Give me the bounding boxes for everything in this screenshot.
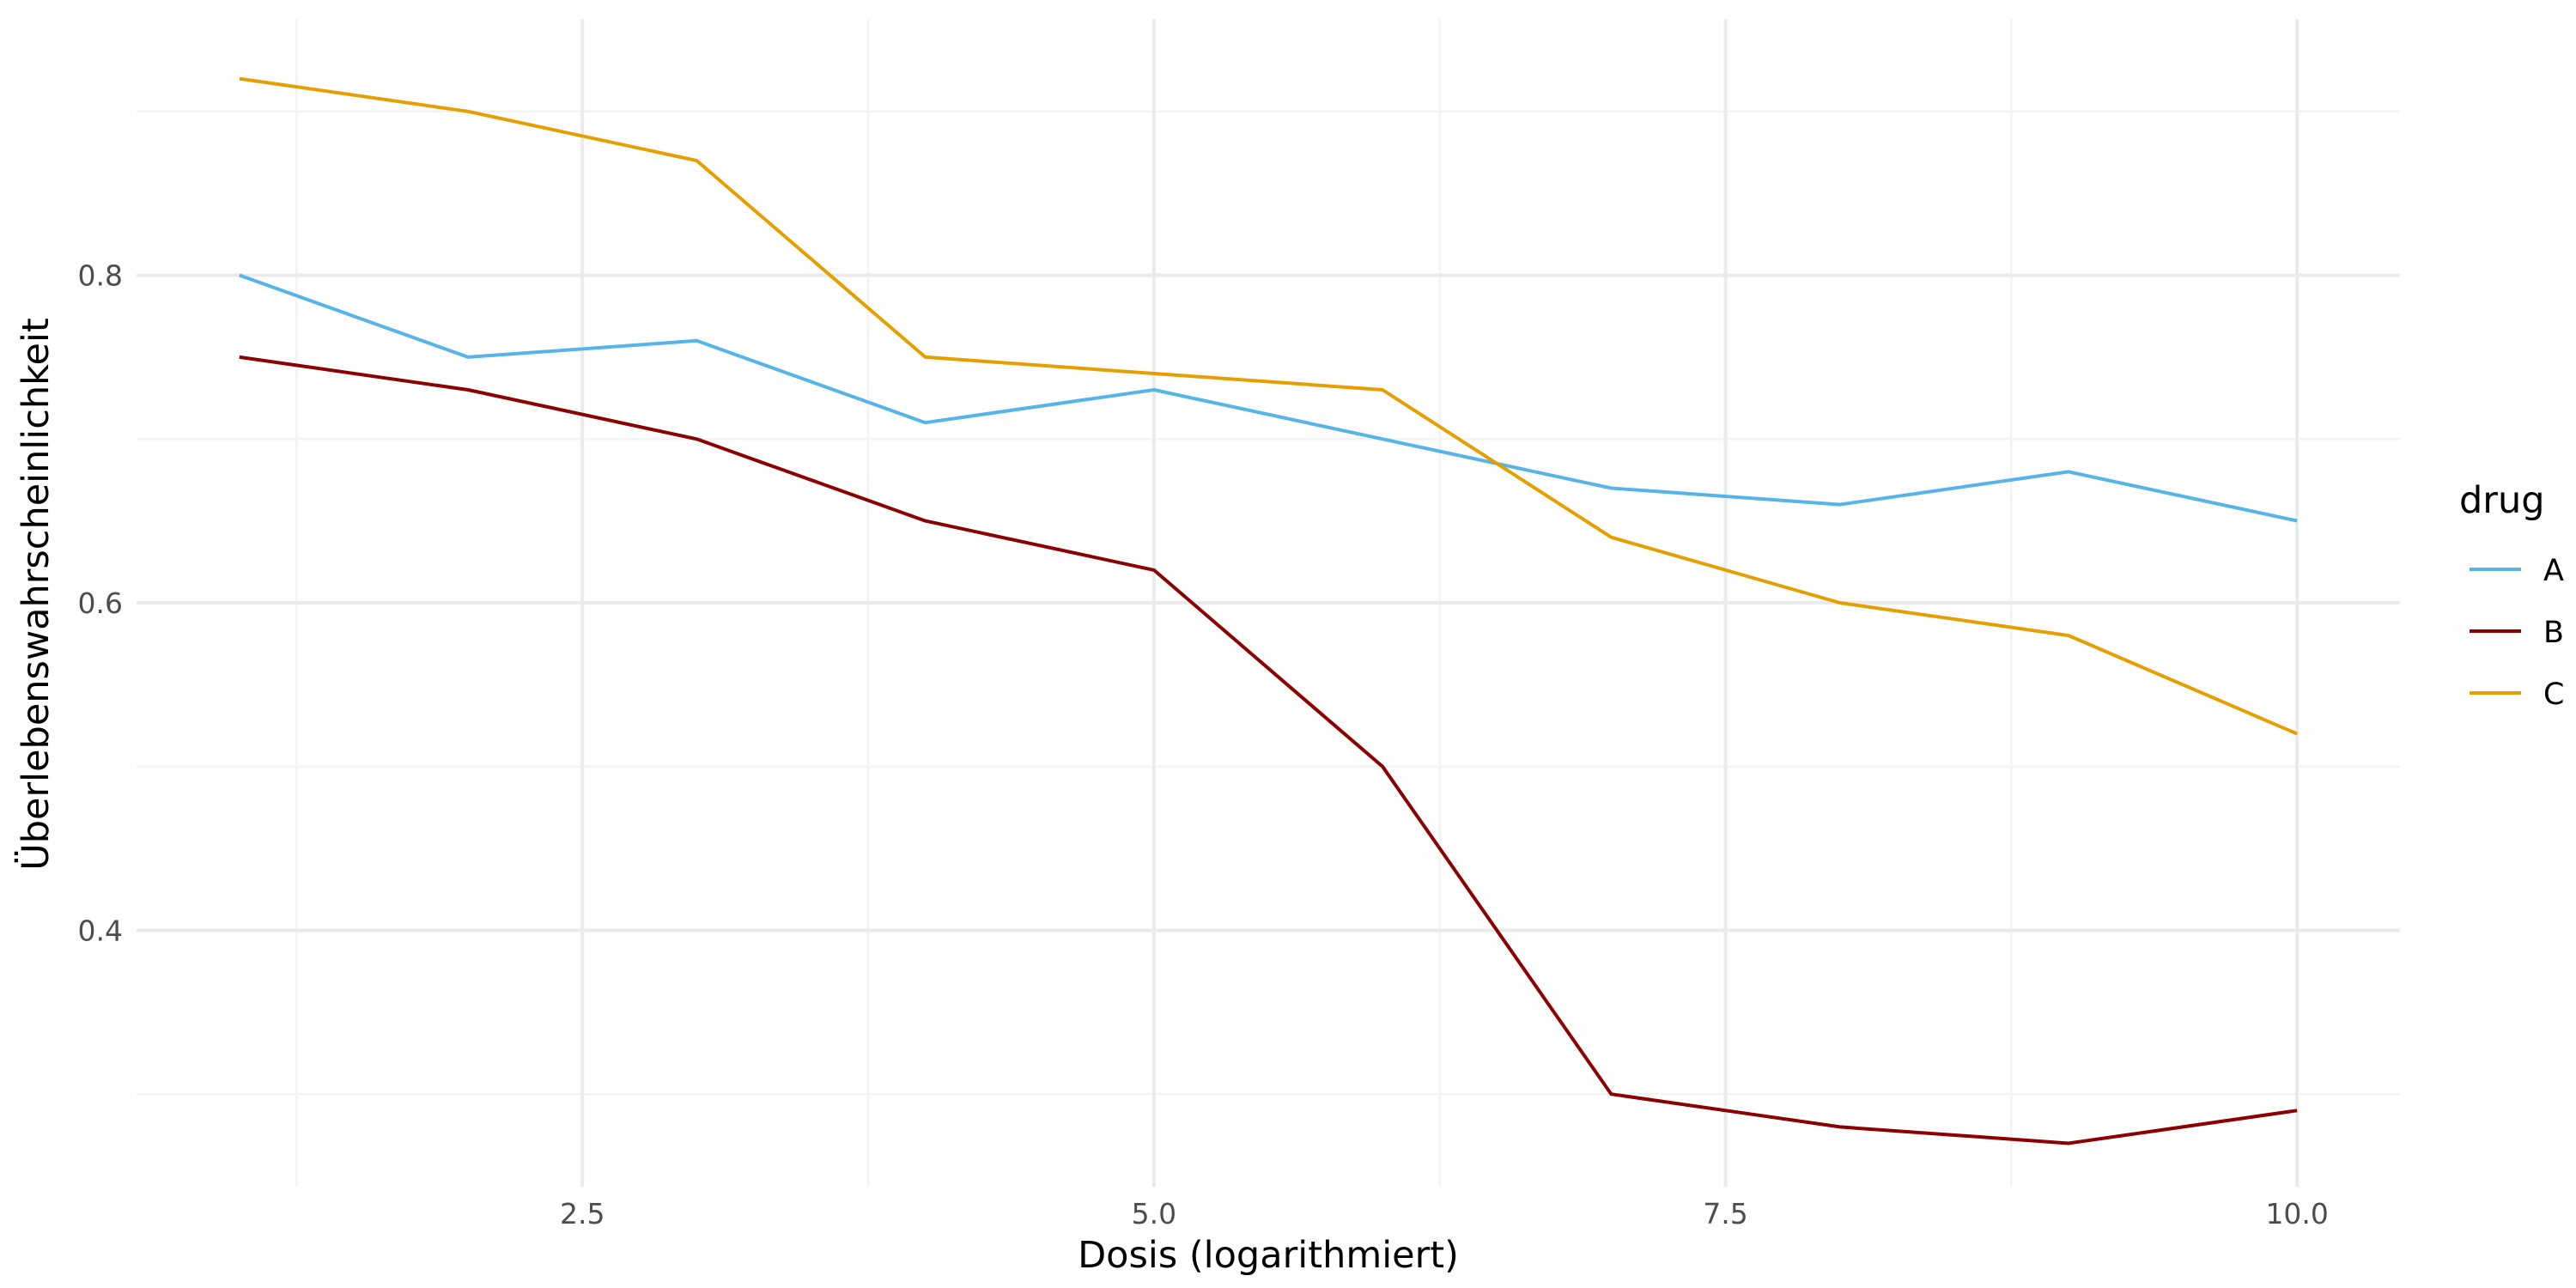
y-axis-tick-labels: 0.4 0.6 0.8 [78, 259, 123, 948]
legend-items: ABC [2470, 554, 2564, 712]
legend-item-a: A [2470, 554, 2564, 588]
series-line-c [239, 76, 2298, 736]
y-tick-label: 0.8 [78, 259, 123, 293]
y-axis-title: Überlebenswahrscheinlichkeit [14, 318, 58, 871]
legend: drug ABC [2459, 479, 2564, 712]
legend-item-c: C [2470, 677, 2564, 712]
legend-item-b: B [2470, 616, 2564, 650]
legend-label-c: C [2543, 677, 2564, 712]
minor-gridlines [137, 19, 2400, 1187]
x-tick-label: 2.5 [560, 1197, 605, 1230]
y-tick-label: 0.6 [78, 586, 123, 620]
y-tick-label: 0.4 [78, 914, 123, 947]
x-axis-tick-labels: 2.5 5.0 7.5 10.0 [560, 1197, 2329, 1230]
legend-label-a: A [2543, 554, 2564, 588]
x-tick-label: 10.0 [2265, 1197, 2328, 1230]
x-tick-label: 5.0 [1132, 1197, 1176, 1230]
legend-title: drug [2459, 479, 2545, 522]
x-axis-title: Dosis (logarithmiert) [1078, 1234, 1459, 1277]
series-lines [239, 76, 2298, 1145]
legend-label-b: B [2543, 616, 2564, 650]
series-line-b [239, 355, 2298, 1145]
major-gridlines [137, 19, 2400, 1187]
x-tick-label: 7.5 [1703, 1197, 1747, 1230]
series-line-a [239, 273, 2298, 523]
